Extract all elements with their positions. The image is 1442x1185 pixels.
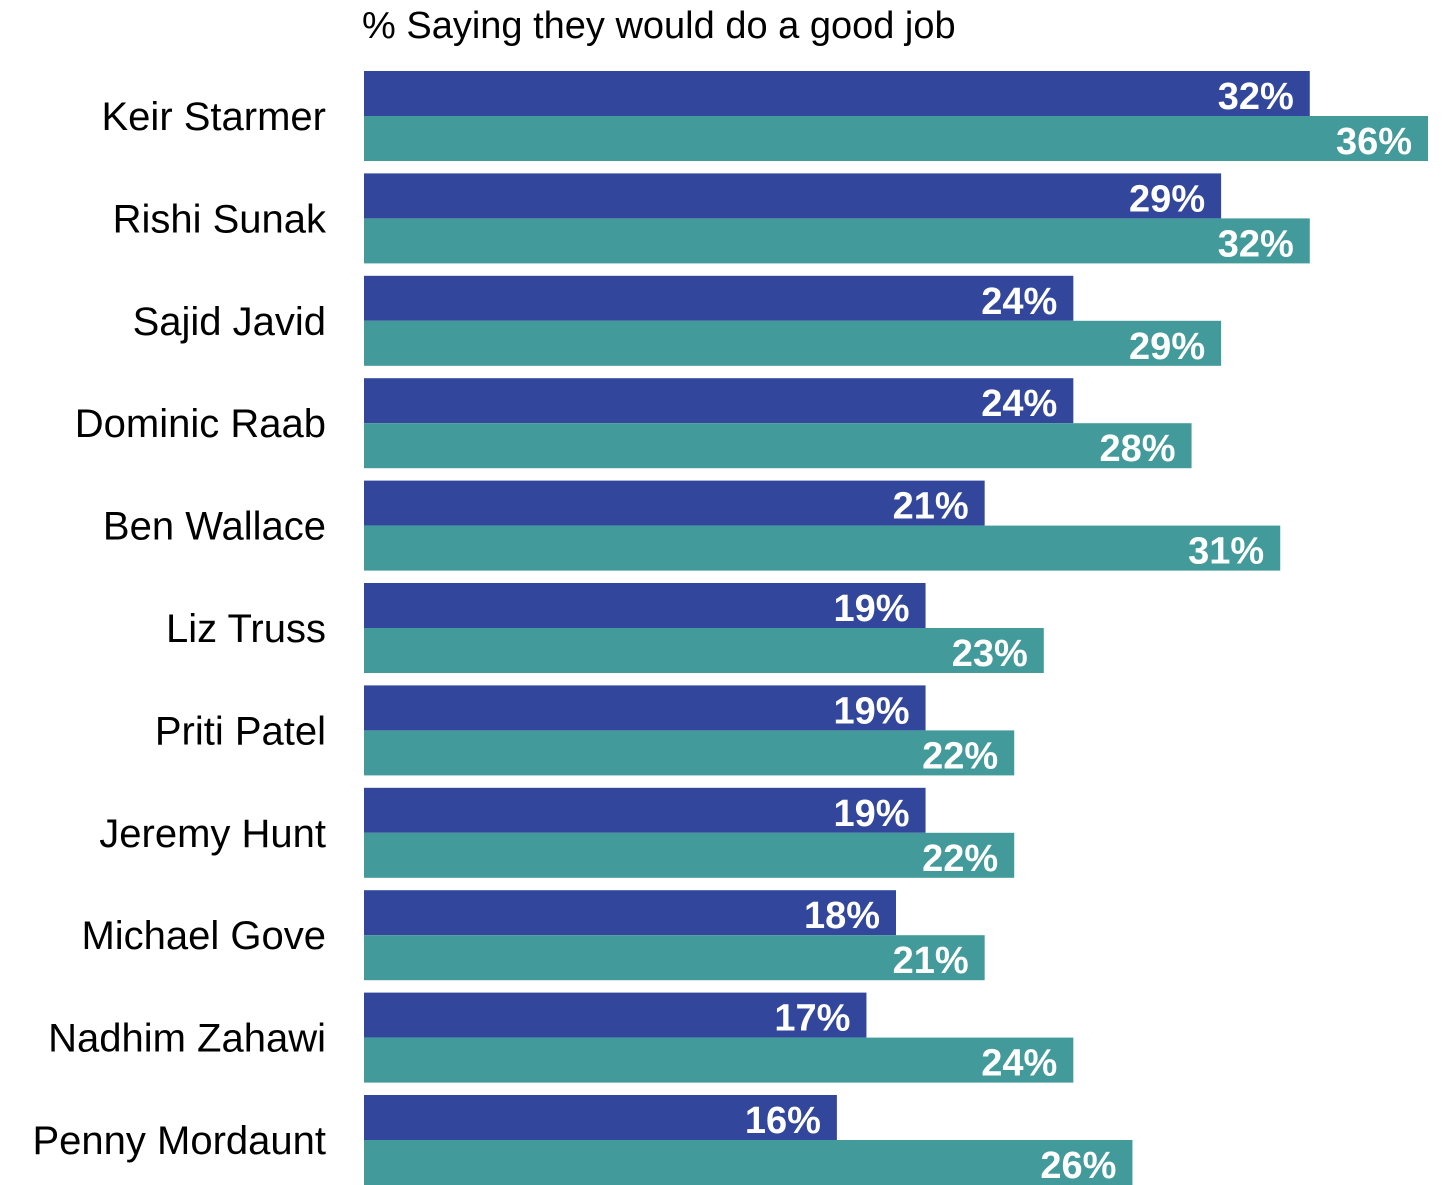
bar-series-2 (364, 1140, 1133, 1185)
category-label: Dominic Raab (75, 402, 326, 446)
category-label: Nadhim Zahawi (48, 1017, 326, 1061)
bar-series-2 (364, 116, 1428, 161)
data-label: 32% (1218, 76, 1294, 118)
category-label: Michael Gove (81, 914, 326, 958)
data-label: 32% (1218, 223, 1294, 265)
data-label: 36% (1336, 121, 1412, 163)
bar-series-1 (364, 787, 926, 833)
data-label: 18% (804, 895, 880, 937)
bar-series-2 (364, 832, 1015, 878)
data-label: 17% (774, 998, 850, 1040)
category-label: Jeremy Hunt (99, 812, 326, 856)
data-label: 19% (833, 690, 909, 732)
bar-group: Keir Starmer 32% 36% Rishi Sunak 29% 32% Sajid… (32, 71, 1428, 1185)
bar-series-2 (364, 628, 1044, 673)
category-label: Liz Truss (166, 607, 326, 651)
bar-series-1 (364, 378, 1074, 424)
data-label: 22% (922, 735, 998, 777)
data-label: 24% (981, 281, 1057, 323)
data-label: 24% (981, 383, 1057, 425)
category-label: Rishi Sunak (113, 197, 327, 241)
data-label: 21% (893, 486, 969, 528)
category-label: Priti Patel (155, 709, 326, 753)
bar-series-1 (364, 583, 926, 628)
bar-series-2 (364, 935, 985, 981)
data-label: 21% (893, 940, 969, 982)
data-label: 31% (1188, 531, 1264, 573)
bar-series-1 (364, 275, 1074, 321)
bar-series-2 (364, 730, 1015, 776)
bar-series-1 (364, 992, 867, 1038)
data-label: 29% (1129, 326, 1205, 368)
bar-series-2 (364, 320, 1222, 366)
bar-series-2 (364, 423, 1192, 469)
data-label: 19% (833, 588, 909, 630)
bar-series-1 (364, 480, 985, 526)
category-label: Sajid Javid (133, 300, 326, 344)
bar-series-2 (364, 525, 1281, 571)
bar-series-1 (364, 685, 926, 731)
data-label: 19% (833, 793, 909, 835)
data-label: 22% (922, 838, 998, 880)
bar-series-1 (364, 173, 1222, 219)
data-label: 24% (981, 1043, 1057, 1085)
data-label: 16% (745, 1100, 821, 1142)
bar-series-1 (364, 71, 1310, 116)
bar-series-2 (364, 218, 1310, 264)
category-label: Ben Wallace (103, 505, 326, 549)
data-label: 26% (1040, 1145, 1116, 1185)
data-label: 29% (1129, 178, 1205, 220)
bar-series-1 (364, 1095, 837, 1140)
bar-series-2 (364, 1037, 1074, 1083)
category-label: Keir Starmer (102, 95, 327, 139)
chart-title: % Saying they would do a good job (362, 5, 956, 47)
data-label: 23% (952, 633, 1028, 675)
category-label: Penny Mordaunt (32, 1119, 326, 1163)
data-label: 28% (1099, 428, 1175, 470)
bar-series-1 (364, 890, 896, 936)
